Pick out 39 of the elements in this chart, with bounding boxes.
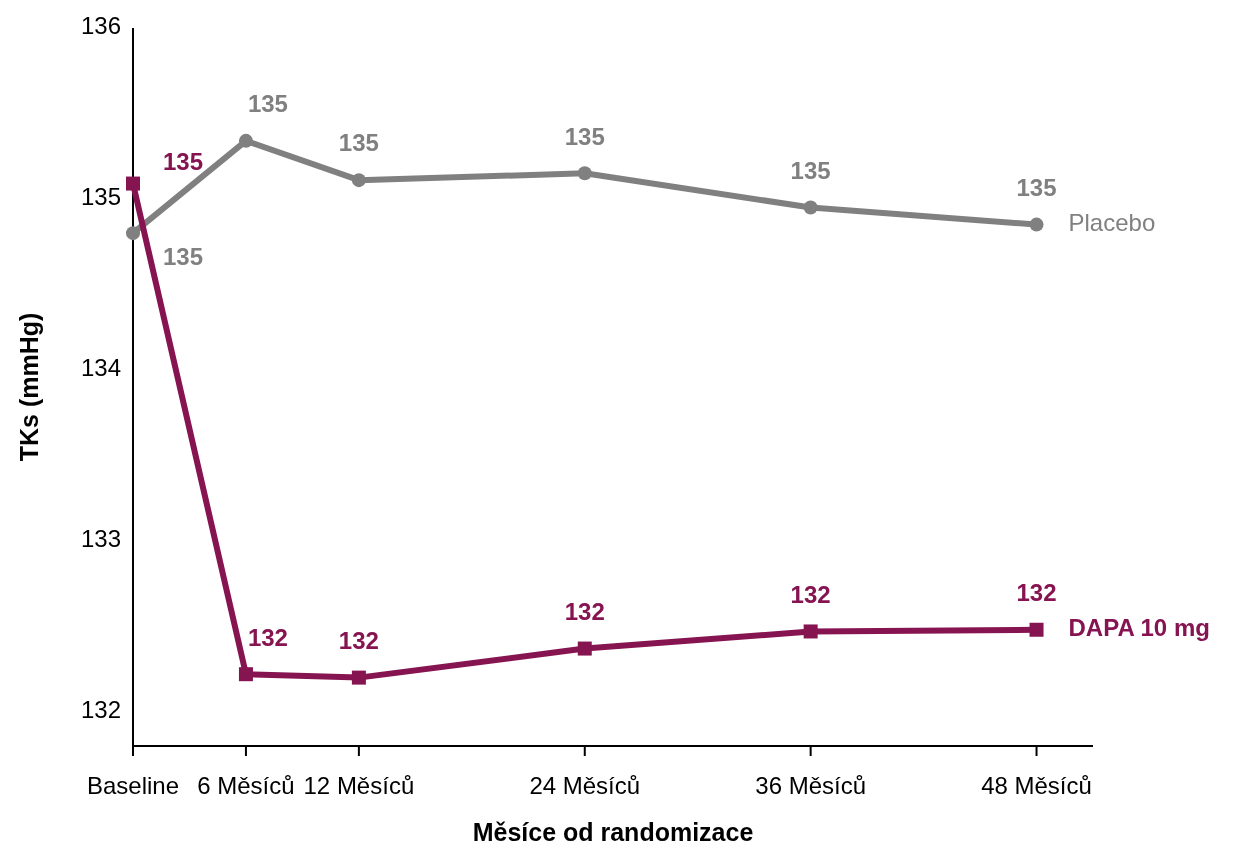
x-tick-label: 36 Měsíců: [755, 772, 867, 799]
data-label: 135: [564, 122, 605, 150]
data-label: 132: [790, 580, 831, 608]
point: [577, 166, 592, 181]
data-label: 135: [1016, 173, 1057, 201]
data-label: 135: [247, 90, 288, 118]
x-tick-label: 6 Měsíců: [197, 772, 295, 799]
point: [238, 133, 253, 148]
data-label: 132: [338, 626, 379, 654]
point: [126, 226, 140, 241]
x-axis-title: Měsíce od randomizace: [472, 818, 754, 846]
x-tick-label: 24 Měsíců: [529, 772, 641, 799]
data-label: 132: [564, 597, 605, 625]
x-tick-label: 12 Měsíců: [303, 772, 415, 799]
data-label: 135: [163, 147, 204, 175]
point: [577, 641, 592, 656]
point: [126, 176, 140, 191]
x-tick-label: 48 Měsíců: [981, 772, 1092, 799]
data-label: 135: [163, 243, 204, 271]
point: [803, 624, 818, 639]
y-tick-label: 134: [80, 354, 121, 382]
point: [238, 667, 253, 682]
series-label: Placebo: [1068, 208, 1156, 236]
point: [351, 670, 366, 685]
x-tick-label: Baseline: [86, 772, 180, 799]
point: [351, 173, 366, 188]
y-tick-label: 132: [80, 696, 121, 724]
y-axis-title: TKs (mmHg): [15, 312, 43, 462]
data-label: 132: [247, 623, 288, 651]
data-label: 135: [338, 129, 379, 157]
point: [1029, 622, 1044, 637]
data-label: 135: [790, 156, 831, 184]
y-tick-label: 136: [80, 12, 121, 40]
data-label: 132: [1016, 579, 1057, 607]
point: [803, 200, 818, 215]
y-tick-label: 133: [80, 525, 121, 553]
y-tick-label: 135: [80, 183, 121, 211]
series-label: DAPA 10 mg: [1068, 614, 1210, 642]
point: [1029, 217, 1044, 232]
